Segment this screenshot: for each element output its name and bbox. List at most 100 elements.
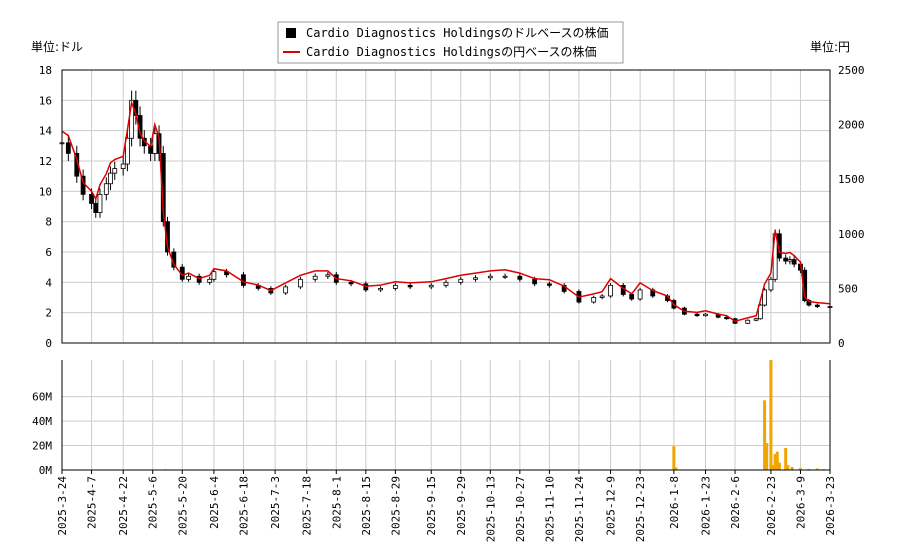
- candle-body: [108, 172, 113, 185]
- candle-body: [112, 168, 118, 174]
- candle-body: [392, 284, 398, 289]
- right-y-tick-label: 2500: [838, 64, 865, 77]
- candle-body: [93, 203, 99, 213]
- volume-bar: [763, 400, 767, 470]
- x-tick-label: 2025-10-13: [484, 476, 497, 542]
- candle-body: [120, 163, 126, 169]
- left-y-tick-label: 4: [45, 276, 52, 289]
- left-y-tick-label: 12: [39, 155, 52, 168]
- candle-body: [546, 283, 552, 286]
- candle-body: [348, 281, 354, 285]
- x-tick-label: 2025-7-18: [301, 476, 314, 536]
- x-tick-label: 2025-3-24: [56, 476, 69, 536]
- candle-body: [65, 142, 71, 154]
- candle-body: [283, 286, 289, 294]
- volume-bar: [775, 451, 779, 470]
- candle-body: [776, 233, 782, 259]
- x-tick-label: 2025-9-29: [455, 476, 468, 536]
- candle-body: [745, 319, 751, 324]
- right-y-tick-label: 1000: [838, 228, 865, 241]
- candle-body: [762, 289, 767, 306]
- candle-body: [298, 278, 303, 288]
- candle-body: [783, 257, 789, 262]
- x-tick-label: 2025-8-15: [360, 476, 373, 536]
- volume-y-tick-label: 20M: [32, 440, 52, 453]
- candle-body: [703, 313, 708, 317]
- candle-body: [152, 133, 158, 154]
- x-tick-label: 2025-12-23: [634, 476, 647, 542]
- candle-body: [125, 137, 130, 165]
- candle-body: [532, 278, 538, 285]
- x-tick-label: 2026-2-6: [729, 476, 742, 529]
- candle-body: [757, 304, 763, 320]
- usd-candlestick-series: [59, 90, 833, 325]
- volume-y-tick-label: 0M: [39, 464, 53, 477]
- jpy-price-line: [61, 99, 831, 323]
- volume-bars: [163, 360, 826, 471]
- volume-bar: [769, 360, 773, 470]
- volume-y-tick-label: 40M: [32, 415, 52, 428]
- x-tick-label: 2025-4-22: [117, 476, 130, 536]
- x-tick-label: 2026-3-23: [824, 476, 837, 536]
- candle-body: [502, 275, 508, 278]
- volume-bar: [777, 462, 781, 470]
- candle-body: [325, 274, 331, 277]
- candle-body: [186, 275, 191, 280]
- volume-bar: [672, 446, 676, 470]
- right-y-tick-label: 1500: [838, 173, 865, 186]
- candle-body: [629, 294, 635, 300]
- x-tick-label: 2026-2-23: [765, 476, 778, 536]
- candle-body: [599, 295, 605, 298]
- price-panel-grid: [61, 69, 831, 344]
- x-tick-label: 2025-5-20: [176, 476, 189, 536]
- x-tick-label: 2025-10-27: [514, 476, 527, 542]
- right-y-tick-label: 500: [838, 282, 858, 295]
- candle-body: [407, 284, 413, 288]
- price-panel-frame: [61, 69, 831, 344]
- volume-bar: [815, 468, 819, 470]
- x-tick-label: 2025-6-18: [237, 476, 250, 536]
- x-tick-label: 2026-1-23: [700, 476, 713, 536]
- candle-body: [428, 284, 434, 288]
- x-tick-label: 2026-3-9: [794, 476, 807, 529]
- candle-body: [165, 221, 170, 253]
- candle-body: [787, 259, 793, 262]
- x-tick-label: 2025-5-6: [147, 476, 160, 529]
- candle-body: [487, 275, 493, 279]
- candle-body: [443, 281, 449, 286]
- left-y-tick-label: 10: [39, 185, 52, 198]
- chart-axes: [61, 69, 831, 474]
- candle-body: [473, 277, 478, 280]
- candle-body: [791, 259, 797, 265]
- tick-labels: 0 2 4 6 8 10 12 14 16 18 0 500 1000 1500 2000 2500 0M 20M…: [32, 64, 864, 542]
- candle-body: [591, 297, 597, 303]
- legend-box: [277, 21, 624, 64]
- left-y-tick-label: 16: [39, 94, 52, 107]
- x-tick-label: 2025-8-29: [389, 476, 402, 536]
- volume-y-tick-label: 60M: [32, 391, 52, 404]
- candle-body: [97, 193, 103, 213]
- volume-bar: [773, 454, 777, 470]
- volume-bar: [784, 448, 788, 470]
- volume-bar: [786, 465, 790, 470]
- candle-body: [637, 289, 643, 300]
- x-tick-label: 2026-1-8: [668, 476, 681, 529]
- candle-body: [517, 275, 523, 280]
- candle-body: [694, 313, 700, 317]
- candle-body: [103, 183, 109, 195]
- candle-body: [724, 316, 730, 320]
- x-tick-label: 2025-8-1: [330, 476, 343, 529]
- candle-body: [211, 271, 217, 280]
- right-y-tick-label: 2000: [838, 119, 865, 132]
- x-tick-label: 2025-7-3: [269, 476, 282, 529]
- candle-body: [608, 284, 613, 297]
- candle-body: [768, 278, 774, 291]
- candle-body: [207, 278, 213, 283]
- right-y-tick-label: 0: [838, 337, 845, 350]
- volume-bar: [798, 468, 802, 470]
- left-y-tick-label: 6: [45, 246, 52, 259]
- x-tick-label: 2025-4-7: [86, 476, 99, 529]
- candle-body: [378, 287, 383, 291]
- left-y-tick-label: 0: [45, 337, 52, 350]
